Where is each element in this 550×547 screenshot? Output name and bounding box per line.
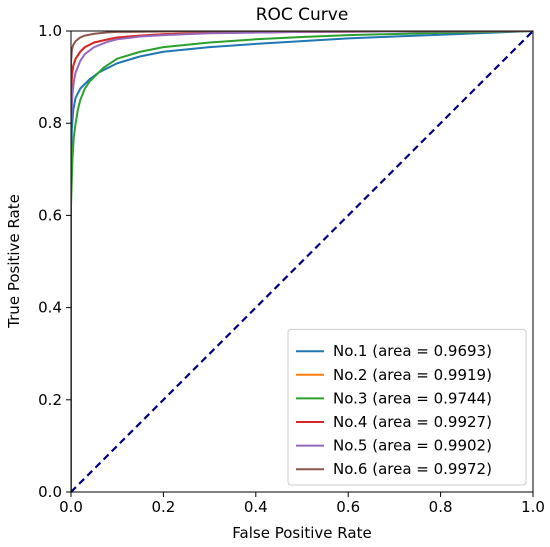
x-tick-label: 0.2 [151, 498, 175, 516]
plot-frame [70, 30, 534, 493]
y-tick-label: 0.4 [38, 299, 62, 317]
legend-label-5: No.5 (area = 0.9902) [333, 437, 492, 455]
legend-label-1: No.1 (area = 0.9693) [333, 342, 492, 360]
x-tick-label: 0.6 [336, 498, 360, 516]
roc-series-line-1 [71, 31, 533, 492]
y-tick-label: 1.0 [38, 22, 62, 40]
legend-label-3: No.3 (area = 0.9744) [333, 389, 492, 407]
y-tick-label: 0.6 [38, 206, 62, 224]
y-axis-label: True Positive Rate [5, 194, 23, 329]
roc-series-line-5 [71, 31, 533, 492]
y-tick-label: 0.8 [38, 114, 62, 132]
legend-label-6: No.6 (area = 0.9972) [333, 460, 492, 478]
roc-series-line-3 [71, 31, 533, 492]
legend-box [287, 328, 527, 486]
legend-label-4: No.4 (area = 0.9927) [333, 413, 492, 431]
y-tick-label: 0.2 [38, 391, 62, 409]
x-tick-label: 0.0 [59, 498, 83, 516]
x-tick-label: 0.8 [429, 498, 453, 516]
chart-title: ROC Curve [256, 5, 349, 25]
legend-label-2: No.2 (area = 0.9919) [333, 366, 492, 384]
y-tick-label: 0.0 [38, 483, 62, 501]
x-tick-label: 0.4 [244, 498, 268, 516]
x-tick-label: 1.0 [521, 498, 545, 516]
x-axis-label: False Positive Rate [232, 524, 371, 542]
chance-diagonal-line [70, 30, 534, 493]
